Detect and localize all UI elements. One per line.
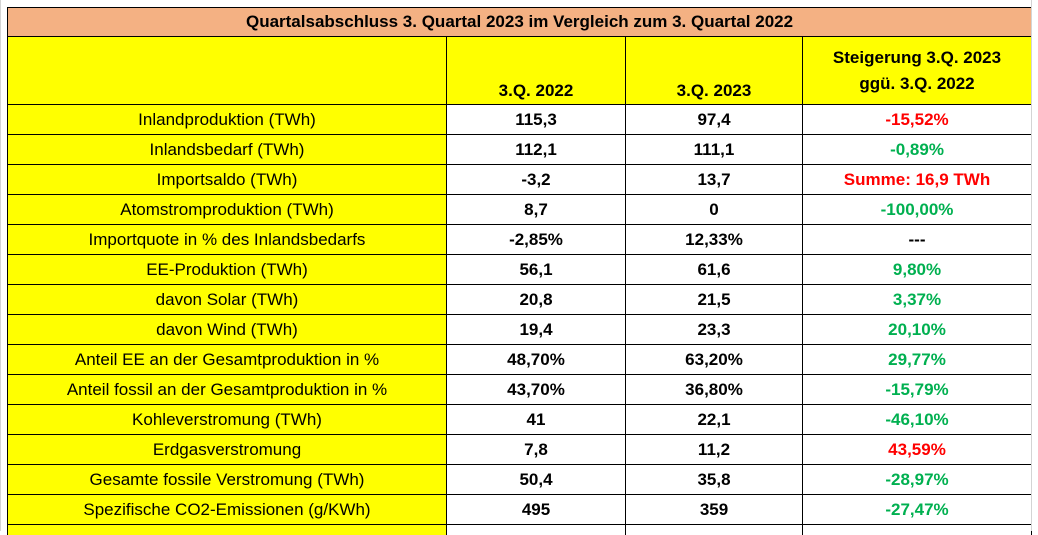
header-row: 3.Q. 2022 3.Q. 2023 Steigerung 3.Q. 2023…: [8, 37, 1032, 105]
table-row: Kohleverstromung (TWh) 41 22,1 -46,10%: [8, 405, 1032, 435]
change-value-cell[interactable]: -15,79%: [803, 375, 1032, 405]
table-row: Spezifische CO2-Emissionen (g/KWh) 495 3…: [8, 495, 1032, 525]
q2023-value-cell[interactable]: 22,1: [626, 405, 803, 435]
q2022-value-cell[interactable]: 50,4: [447, 465, 626, 495]
table-row: EE-Produktion (TWh) 56,1 61,6 9,80%: [8, 255, 1032, 285]
row-label-cell[interactable]: Gesamte fossile Verstromung (TWh): [8, 465, 447, 495]
q2022-value-cell[interactable]: 43,70%: [447, 375, 626, 405]
row-label-cell[interactable]: Anteil EE an der Gesamtproduktion in %: [8, 345, 447, 375]
row-label-cell[interactable]: Importsaldo (TWh): [8, 165, 447, 195]
change-value-cell[interactable]: -100,00%: [803, 195, 1032, 225]
q2023-value-cell[interactable]: 12,33%: [626, 225, 803, 255]
table-row: Importquote in % des Inlandsbedarfs -2,8…: [8, 225, 1032, 255]
q2022-value-cell[interactable]: 48,70%: [447, 345, 626, 375]
row-label-cell[interactable]: Atomstromproduktion (TWh): [8, 195, 447, 225]
change-value-cell[interactable]: -28,97%: [803, 465, 1032, 495]
q2023-value-cell[interactable]: 97,4: [626, 105, 803, 135]
change-value-cell[interactable]: 20,10%: [803, 315, 1032, 345]
q2022-value-cell[interactable]: -2,85%: [447, 225, 626, 255]
change-value-cell[interactable]: -27,47%: [803, 495, 1032, 525]
header-label-cell[interactable]: [8, 37, 447, 105]
row-label-cell[interactable]: Inlandsbedarf (TWh): [8, 135, 447, 165]
q2023-value-cell[interactable]: 35,8: [626, 465, 803, 495]
empty-cell[interactable]: [803, 525, 1032, 535]
q2023-value-cell[interactable]: 111,1: [626, 135, 803, 165]
header-q2023-cell[interactable]: 3.Q. 2023: [626, 37, 803, 105]
change-value-cell[interactable]: 43,59%: [803, 435, 1032, 465]
q2023-value-cell[interactable]: 0: [626, 195, 803, 225]
change-value-cell[interactable]: -0,89%: [803, 135, 1032, 165]
table-row: Anteil fossil an der Gesamtproduktion in…: [8, 375, 1032, 405]
table-row: Inlandproduktion (TWh) 115,3 97,4 -15,52…: [8, 105, 1032, 135]
table-row: Importsaldo (TWh) -3,2 13,7 Summe: 16,9 …: [8, 165, 1032, 195]
q2022-value-cell[interactable]: 495: [447, 495, 626, 525]
table-title-cell[interactable]: Quartalsabschluss 3. Quartal 2023 im Ver…: [8, 8, 1032, 37]
row-label-cell[interactable]: Erdgasverstromung: [8, 435, 447, 465]
table-row-partial: [8, 525, 1032, 535]
q2022-value-cell[interactable]: 56,1: [447, 255, 626, 285]
row-label-cell[interactable]: Spezifische CO2-Emissionen (g/KWh): [8, 495, 447, 525]
change-value-cell[interactable]: ---: [803, 225, 1032, 255]
row-label-cell[interactable]: Inlandproduktion (TWh): [8, 105, 447, 135]
row-label-cell[interactable]: EE-Produktion (TWh): [8, 255, 447, 285]
change-value-cell[interactable]: 29,77%: [803, 345, 1032, 375]
q2023-value-cell[interactable]: 359: [626, 495, 803, 525]
change-value-cell[interactable]: -15,52%: [803, 105, 1032, 135]
q2022-value-cell[interactable]: -3,2: [447, 165, 626, 195]
table-row: davon Wind (TWh) 19,4 23,3 20,10%: [8, 315, 1032, 345]
table-row: davon Solar (TWh) 20,8 21,5 3,37%: [8, 285, 1032, 315]
quarterly-comparison-table: Quartalsabschluss 3. Quartal 2023 im Ver…: [7, 7, 1032, 535]
empty-cell[interactable]: [8, 525, 447, 535]
q2023-value-cell[interactable]: 23,3: [626, 315, 803, 345]
row-label-cell[interactable]: davon Wind (TWh): [8, 315, 447, 345]
table-row: Anteil EE an der Gesamtproduktion in % 4…: [8, 345, 1032, 375]
q2022-value-cell[interactable]: 8,7: [447, 195, 626, 225]
row-label-cell[interactable]: Importquote in % des Inlandsbedarfs: [8, 225, 447, 255]
header-change-line-1: Steigerung 3.Q. 2023: [807, 45, 1027, 71]
gridline: [1031, 0, 1032, 531]
q2023-value-cell[interactable]: 21,5: [626, 285, 803, 315]
q2023-value-cell[interactable]: 61,6: [626, 255, 803, 285]
row-label-cell[interactable]: Anteil fossil an der Gesamtproduktion in…: [8, 375, 447, 405]
q2023-value-cell[interactable]: 13,7: [626, 165, 803, 195]
q2022-value-cell[interactable]: 112,1: [447, 135, 626, 165]
table-row: Inlandsbedarf (TWh) 112,1 111,1 -0,89%: [8, 135, 1032, 165]
q2022-value-cell[interactable]: 20,8: [447, 285, 626, 315]
change-value-cell[interactable]: -46,10%: [803, 405, 1032, 435]
change-value-cell[interactable]: 9,80%: [803, 255, 1032, 285]
table-row: Atomstromproduktion (TWh) 8,7 0 -100,00%: [8, 195, 1032, 225]
row-label-cell[interactable]: Kohleverstromung (TWh): [8, 405, 447, 435]
table-row: Gesamte fossile Verstromung (TWh) 50,4 3…: [8, 465, 1032, 495]
header-q2022-cell[interactable]: 3.Q. 2022: [447, 37, 626, 105]
empty-cell[interactable]: [626, 525, 803, 535]
empty-cell[interactable]: [447, 525, 626, 535]
change-value-cell[interactable]: Summe: 16,9 TWh: [803, 165, 1032, 195]
title-row: Quartalsabschluss 3. Quartal 2023 im Ver…: [8, 8, 1032, 37]
q2023-value-cell[interactable]: 36,80%: [626, 375, 803, 405]
column-edge: [1031, 0, 1038, 531]
header-change-line-2: ggü. 3.Q. 2022: [807, 71, 1027, 97]
change-value-cell[interactable]: 3,37%: [803, 285, 1032, 315]
header-change-cell[interactable]: Steigerung 3.Q. 2023 ggü. 3.Q. 2022: [803, 37, 1032, 105]
row-label-cell[interactable]: davon Solar (TWh): [8, 285, 447, 315]
q2023-value-cell[interactable]: 11,2: [626, 435, 803, 465]
q2022-value-cell[interactable]: 115,3: [447, 105, 626, 135]
q2023-value-cell[interactable]: 63,20%: [626, 345, 803, 375]
q2022-value-cell[interactable]: 19,4: [447, 315, 626, 345]
q2022-value-cell[interactable]: 7,8: [447, 435, 626, 465]
table-row: Erdgasverstromung 7,8 11,2 43,59%: [8, 435, 1032, 465]
q2022-value-cell[interactable]: 41: [447, 405, 626, 435]
